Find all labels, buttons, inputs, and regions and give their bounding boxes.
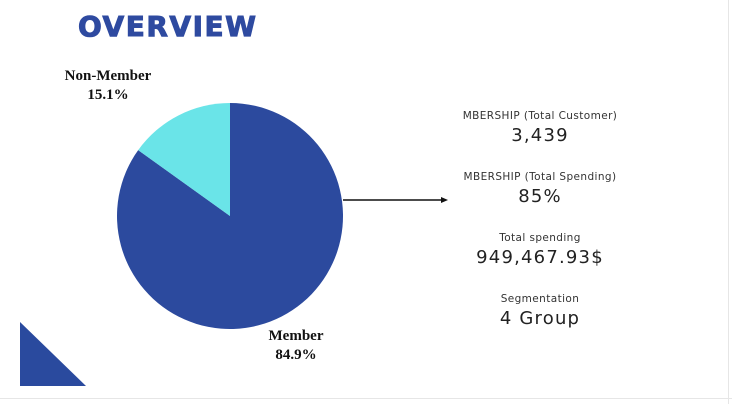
stat-segmentation-label: Segmentation [500, 293, 580, 305]
stat-total-customer-value: 3,439 [511, 125, 569, 146]
page-title: OVERVIEW [78, 10, 258, 43]
slice-label-member-value: 84.9% [275, 347, 317, 363]
stat-segmentation: Segmentation 4 Group [440, 292, 640, 331]
stat-total-spending-label: Total spending [499, 232, 581, 244]
pie-slice-member [117, 103, 344, 329]
stat-total-spending-share-label: MBERSHIP (Total Spending) [463, 171, 617, 183]
stat-total-spending: Total spending 949,467.93$ [440, 231, 640, 270]
bottom-edge-divider [0, 398, 732, 399]
slice-label-member-name: Member [268, 328, 324, 344]
stat-total-customer: MBERSHIP (Total Customer) 3,439 [440, 109, 640, 148]
slice-label-member: Member 84.9% [244, 327, 348, 365]
slice-label-non-member: Non-Member 15.1% [50, 67, 166, 105]
right-edge-divider [728, 0, 729, 404]
stat-total-customer-label: MBERSHIP (Total Customer) [462, 110, 618, 122]
stat-total-spending-value: 949,467.93$ [476, 247, 604, 268]
slice-label-non-member-name: Non-Member [64, 68, 152, 84]
stat-segmentation-value: 4 Group [499, 308, 581, 329]
pie-slice-non-member [138, 103, 230, 216]
corner-triangle-decoration [20, 322, 86, 386]
stat-total-spending-share: MBERSHIP (Total Spending) 85% [440, 170, 640, 209]
slice-label-non-member-value: 15.1% [87, 87, 129, 103]
connector-arrow-head [441, 197, 448, 203]
stat-total-spending-share-value: 85% [518, 186, 562, 207]
